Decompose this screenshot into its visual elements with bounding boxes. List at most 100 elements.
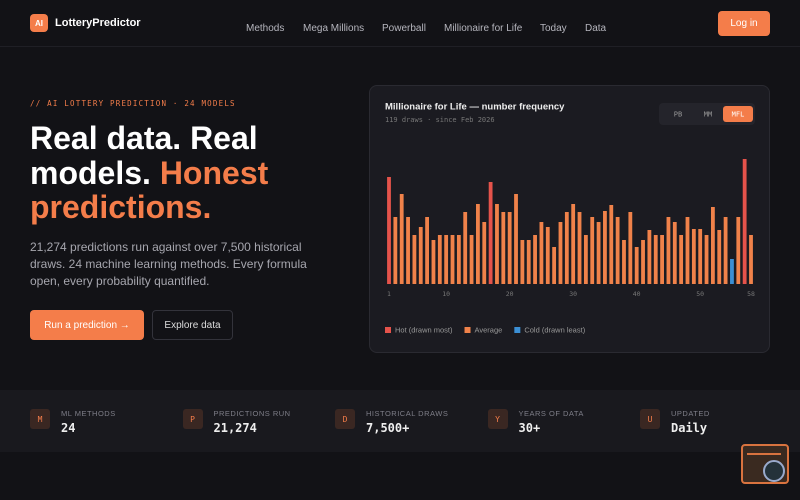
headline-accent: Honest — [159, 155, 269, 191]
bar — [507, 212, 512, 284]
bar — [672, 222, 677, 284]
toggle[interactable]: MFL — [732, 111, 745, 119]
bar — [622, 240, 626, 284]
bar — [736, 217, 741, 284]
nav-text[interactable]: Methods — [246, 23, 285, 34]
headline: models. Honest — [30, 156, 268, 190]
nav-link[interactable]: Mega Millions — [303, 18, 364, 36]
bar — [691, 229, 696, 284]
bar — [533, 235, 537, 284]
bar — [495, 204, 499, 284]
stat-value: 7,500+ — [366, 421, 410, 435]
bar — [730, 259, 734, 284]
secondary-button[interactable]: Explore data — [152, 310, 233, 340]
nav-text[interactable]: Mega Millions — [303, 23, 365, 34]
stats-band — [0, 390, 800, 452]
bar — [571, 204, 576, 284]
legend-label: Cold (drawn least) — [524, 325, 585, 334]
bar — [704, 235, 709, 284]
bar — [482, 222, 487, 284]
bar — [520, 240, 525, 284]
bar — [679, 235, 684, 284]
bar — [526, 240, 531, 284]
bar — [463, 212, 468, 284]
nav-text[interactable]: Today — [540, 23, 567, 34]
bar — [406, 217, 410, 284]
bar — [469, 235, 474, 284]
nav-text[interactable]: Powerball — [382, 23, 426, 34]
stat: M ML METHODS 24 — [30, 409, 170, 439]
nav-text[interactable]: Millionaire for Life — [444, 23, 523, 34]
stat-label: UPDATED — [671, 409, 710, 418]
stat-icon: M — [30, 409, 50, 429]
toggle-active — [723, 106, 753, 122]
bar — [412, 235, 417, 284]
bar — [577, 212, 582, 284]
eyebrow: // AI LOTTERY PREDICTION · 24 MODELS — [30, 99, 236, 108]
nav-link[interactable]: Data — [585, 18, 606, 36]
brand[interactable]: LotteryPredictor — [55, 17, 141, 29]
primary-button[interactable]: Run a prediction → — [30, 310, 144, 340]
bar — [666, 217, 671, 284]
bar — [710, 207, 715, 284]
paragraph-line: open, every probability quantified. — [30, 274, 210, 288]
bar — [647, 230, 652, 284]
help-widget[interactable] — [741, 444, 791, 488]
bar — [387, 177, 391, 284]
bar — [590, 217, 595, 284]
bar — [418, 227, 423, 284]
bar — [698, 229, 703, 284]
bar — [501, 212, 506, 284]
bar — [539, 222, 544, 284]
x-tick-label: 30 — [569, 290, 577, 298]
bar — [450, 235, 455, 284]
headline-text: models. — [30, 155, 151, 191]
stat-label: YEARS OF DATA — [518, 409, 584, 418]
stat-icon: Y — [487, 409, 508, 429]
stat-value: Daily — [671, 421, 708, 435]
bar — [628, 212, 633, 284]
bar — [456, 235, 461, 284]
chart-subtitle: 119 draws · since Feb 2026 — [385, 116, 495, 124]
stat: U UPDATED Daily — [640, 409, 780, 439]
stat-icon: U — [640, 409, 660, 429]
toggle[interactable]: MM — [704, 111, 712, 119]
nav-link[interactable]: Millionaire for Life — [444, 18, 522, 36]
nav-link[interactable]: Methods — [246, 18, 284, 36]
bar — [514, 194, 518, 284]
bar — [552, 247, 557, 284]
chart-card — [369, 85, 770, 353]
chart-title: Millionaire for Life — number frequency — [385, 102, 565, 113]
logo-badge[interactable]: AI — [30, 14, 48, 32]
stat-value: 21,274 — [213, 421, 257, 435]
nav-link[interactable]: Today — [540, 18, 567, 36]
nav-text[interactable]: Data — [585, 23, 607, 34]
stat-icon: D — [335, 409, 355, 429]
bar — [609, 205, 614, 284]
legend-label: Average — [475, 325, 503, 334]
stat-label: PREDICTIONS RUN — [213, 409, 291, 418]
stat-value: 30+ — [518, 421, 541, 435]
bar — [425, 217, 430, 284]
paragraph-line: draws. 24 machine learning methods. Ever… — [30, 257, 307, 271]
x-tick-label: 40 — [633, 290, 641, 298]
bar — [685, 217, 690, 284]
stat: P PREDICTIONS RUN 21,274 — [182, 409, 323, 439]
stat-label: ML METHODS — [61, 409, 116, 418]
stat-icon: P — [182, 409, 203, 429]
x-tick-label: 10 — [442, 290, 450, 298]
nav-link[interactable]: Powerball — [382, 18, 426, 36]
bar — [717, 230, 722, 284]
bar — [749, 235, 753, 284]
bar — [399, 194, 404, 284]
legend-swatch — [464, 327, 471, 333]
stat: D HISTORICAL DRAWS 7,500+ — [335, 409, 475, 439]
x-tick-label: 1 — [387, 290, 391, 298]
login-button[interactable]: Log in — [718, 11, 770, 36]
toggle[interactable]: PB — [674, 111, 682, 119]
x-tick-label: 58 — [747, 290, 755, 298]
legend-swatch — [514, 327, 521, 333]
bar — [583, 235, 588, 284]
paragraph-line: 21,274 predictions run against over 7,50… — [30, 240, 302, 254]
